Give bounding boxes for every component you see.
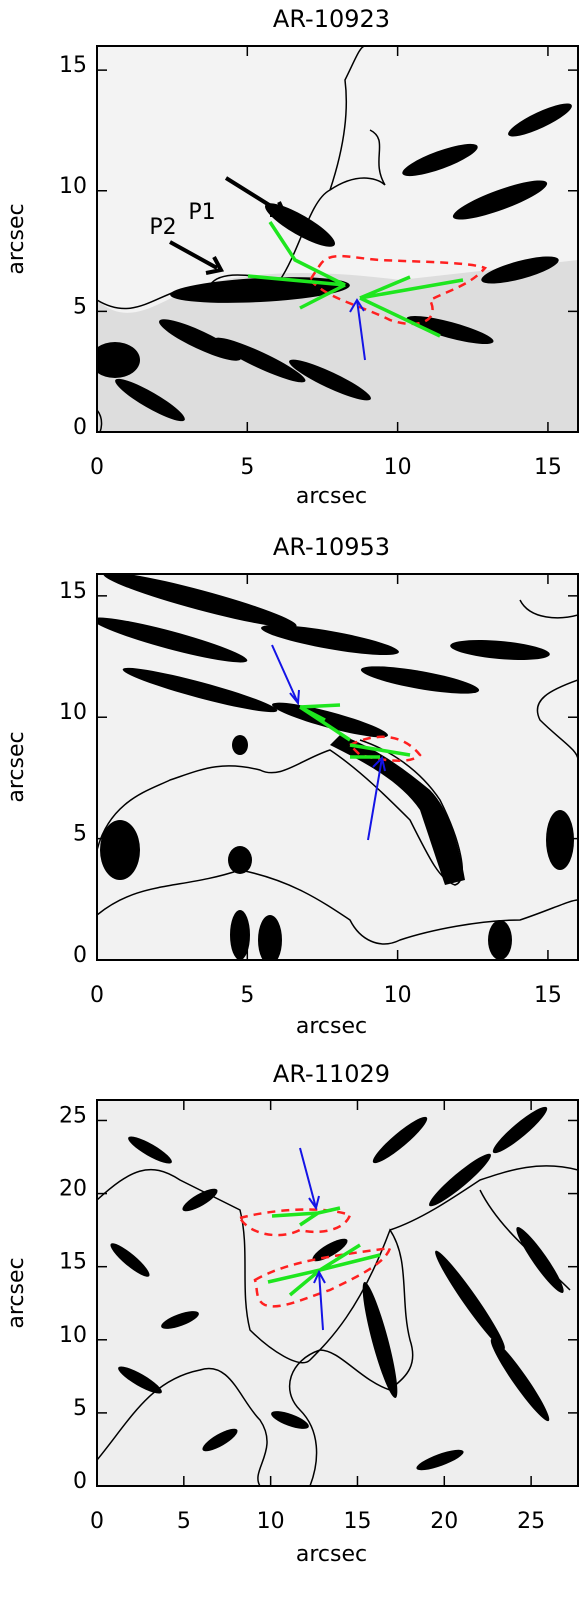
plot-frame — [96, 573, 579, 961]
y-axis-label: arcsec — [4, 731, 29, 802]
y-tick-label: 15 — [59, 579, 87, 604]
x-tick-label: 5 — [177, 1509, 191, 1534]
image-panel-2 — [97, 574, 578, 960]
plot-frame — [96, 45, 579, 433]
x-tick-label: 15 — [534, 455, 562, 480]
annotation: P2 — [149, 215, 176, 240]
y-tick-label: 5 — [73, 294, 87, 319]
chart-title: AR-10923 — [273, 5, 390, 33]
x-tick-label: 5 — [240, 455, 254, 480]
x-tick-label: 20 — [430, 1509, 458, 1534]
y-tick-label: 0 — [73, 1469, 87, 1494]
y-tick-label: 25 — [59, 1103, 87, 1128]
x-tick-label: 5 — [240, 983, 254, 1008]
y-tick-label: 5 — [73, 1396, 87, 1421]
y-tick-label: 10 — [59, 1323, 87, 1348]
y-axis-label: arcsec — [4, 203, 29, 274]
x-tick-label: 10 — [257, 1509, 285, 1534]
y-tick-label: 10 — [59, 174, 87, 199]
y-tick-label: 15 — [59, 53, 87, 78]
x-tick-label: 15 — [534, 983, 562, 1008]
y-tick-label: 20 — [59, 1177, 87, 1202]
annotation: P1 — [188, 200, 215, 225]
y-tick-label: 15 — [59, 1250, 87, 1275]
x-axis-label: arcsec — [296, 1542, 367, 1567]
y-tick-label: 5 — [73, 822, 87, 847]
plot-frame — [96, 1099, 579, 1487]
x-axis-label: arcsec — [296, 1014, 367, 1039]
image-panel-1 — [97, 46, 578, 432]
x-tick-label: 0 — [90, 1509, 104, 1534]
x-tick-label: 0 — [90, 455, 104, 480]
y-tick-label: 10 — [59, 700, 87, 725]
chart-title: AR-11029 — [273, 1060, 390, 1088]
x-tick-label: 10 — [384, 983, 412, 1008]
x-tick-label: 25 — [517, 1509, 545, 1534]
x-axis-label: arcsec — [296, 484, 367, 509]
chart-title: AR-10953 — [273, 533, 390, 561]
y-tick-label: 0 — [73, 415, 87, 440]
y-axis-label: arcsec — [4, 1257, 29, 1328]
y-tick-label: 0 — [73, 943, 87, 968]
image-panel-3 — [97, 1100, 578, 1486]
x-tick-label: 15 — [343, 1509, 371, 1534]
x-tick-label: 10 — [384, 455, 412, 480]
x-tick-label: 0 — [90, 983, 104, 1008]
